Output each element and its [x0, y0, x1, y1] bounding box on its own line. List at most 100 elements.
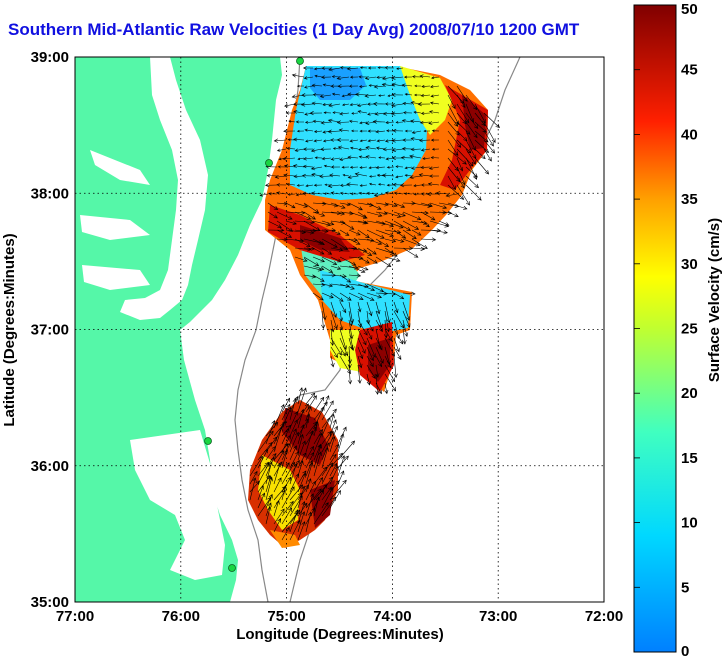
- velocity-arrow: [404, 129, 412, 133]
- velocity-arrow: [321, 487, 334, 509]
- velocity-arrow: [414, 93, 421, 97]
- velocity-arrow: [323, 111, 332, 115]
- velocity-arrow: [321, 292, 334, 299]
- velocity-arrow: [395, 175, 404, 179]
- velocity-arrow: [289, 484, 304, 501]
- velocity-arrow: [276, 183, 287, 187]
- velocity-arrow: [281, 428, 290, 445]
- velocity-arrow: [313, 443, 323, 469]
- velocity-arrow: [391, 92, 404, 97]
- velocity-arrow: [321, 453, 337, 477]
- velocity-arrow: [465, 112, 479, 130]
- velocity-arrow: [349, 139, 359, 143]
- velocity-arrow: [393, 328, 404, 345]
- velocity-arrow: [330, 229, 341, 235]
- velocity-arrow: [330, 202, 346, 209]
- velocity-arrow: [348, 84, 359, 88]
- velocity-arrow: [350, 146, 359, 150]
- velocity-arrow: [375, 337, 383, 351]
- velocity-arrow: [447, 130, 462, 148]
- velocity-arrow: [404, 93, 413, 96]
- velocity-arrow: [411, 238, 428, 249]
- velocity-arrow: [431, 147, 440, 151]
- velocity-arrow: [411, 130, 422, 134]
- velocity-arrow: [357, 319, 368, 336]
- colorbar: [633, 4, 677, 653]
- velocity-arrow: [289, 431, 299, 453]
- velocity-arrow: [372, 101, 386, 106]
- velocity-arrow: [305, 430, 314, 453]
- velocity-arrow: [369, 175, 377, 178]
- velocity-arrow: [327, 183, 341, 188]
- velocity-arrow: [321, 228, 337, 233]
- velocity-arrow: [303, 147, 314, 151]
- velocity-arrow: [288, 120, 296, 123]
- velocity-arrow: [265, 506, 272, 525]
- velocity-arrow: [357, 310, 363, 328]
- velocity-arrow: [348, 273, 362, 278]
- velocity-arrow: [297, 470, 307, 485]
- velocity-arrow: [330, 165, 341, 169]
- y-tick-label: 39:00: [31, 49, 69, 66]
- velocity-arrow: [402, 138, 413, 142]
- velocity-arrow: [384, 229, 402, 235]
- velocity-arrow: [438, 220, 450, 226]
- velocity-arrow: [303, 156, 314, 161]
- velocity-arrow: [430, 138, 440, 142]
- velocity-arrow: [257, 474, 271, 493]
- velocity-arrow: [297, 452, 307, 469]
- velocity-arrow: [429, 229, 448, 235]
- velocity-arrow: [357, 220, 369, 225]
- velocity-arrow: [289, 419, 298, 437]
- velocity-arrow: [456, 166, 466, 186]
- velocity-arrow: [402, 220, 420, 230]
- velocity-arrow: [313, 396, 325, 413]
- velocity-arrow: [351, 112, 359, 115]
- velocity-arrow: [265, 421, 279, 437]
- velocity-arrow: [430, 156, 440, 160]
- velocity-arrow: [428, 166, 440, 170]
- velocity-arrow: [312, 247, 325, 255]
- velocity-arrow: [265, 461, 273, 485]
- velocity-arrow: [295, 120, 305, 124]
- velocity-arrow: [294, 202, 309, 208]
- velocity-arrow: [296, 184, 305, 187]
- velocity-arrow: [378, 156, 386, 159]
- velocity-arrow: [385, 191, 395, 195]
- velocity-arrow: [322, 83, 332, 87]
- velocity-arrow: [276, 229, 293, 238]
- velocity-arrow: [305, 507, 316, 525]
- velocity-arrow: [249, 480, 260, 493]
- velocity-arrow: [339, 246, 358, 251]
- velocity-arrow: [420, 93, 431, 98]
- velocity-arrow: [357, 301, 362, 313]
- velocity-arrow: [366, 283, 385, 293]
- velocity-arrow: [395, 165, 404, 169]
- velocity-arrow: [297, 424, 305, 445]
- velocity-arrow: [297, 485, 306, 509]
- velocity-arrow: [289, 495, 303, 517]
- x-tick-label: 77:00: [56, 608, 94, 625]
- colorbar-tick-label: 35: [681, 191, 698, 208]
- velocity-arrow: [302, 164, 314, 169]
- velocity-arrow: [320, 120, 332, 125]
- velocity-arrow: [348, 229, 361, 236]
- velocity-arrow: [330, 310, 338, 330]
- velocity-arrow: [301, 93, 314, 98]
- x-tick-label: 76:00: [162, 608, 200, 625]
- velocity-arrow: [359, 184, 368, 187]
- velocity-arrow: [259, 193, 269, 197]
- velocity-arrow: [268, 192, 278, 196]
- velocity-darkred-patch: [282, 408, 335, 528]
- velocity-arrow: [303, 211, 316, 220]
- velocity-arrow: [420, 211, 436, 221]
- velocity-arrow: [286, 147, 296, 151]
- velocity-arrow: [375, 301, 381, 315]
- velocity-arrow: [396, 67, 404, 70]
- velocity-arrow: [305, 139, 314, 143]
- velocity-arrow: [419, 120, 431, 125]
- velocity-arrow: [384, 256, 401, 263]
- velocity-arrow: [341, 165, 350, 169]
- velocity-arrow: [321, 247, 333, 255]
- velocity-arrow: [365, 155, 377, 159]
